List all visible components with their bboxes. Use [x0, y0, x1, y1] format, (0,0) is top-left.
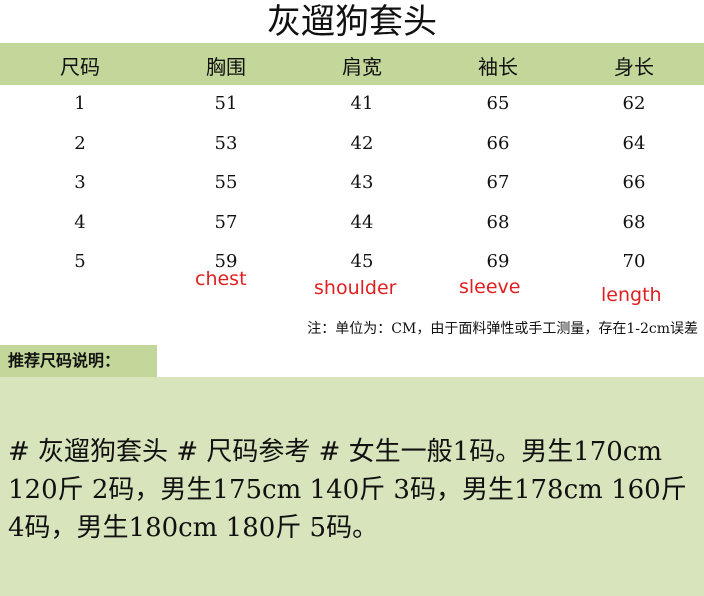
recommend-text: # 灰遛狗套头 # 尺码参考 # 女生一般1码。男生170cm 120斤 2码，… — [8, 437, 687, 543]
label-chest: chest — [195, 268, 247, 290]
table-cell: 1 — [74, 93, 86, 114]
label-length: length — [601, 284, 662, 306]
table-cell: 68 — [486, 211, 510, 233]
table-cell: 53 — [214, 132, 238, 154]
table-header: 尺码 胸围 肩宽 袖长 身长 — [0, 43, 704, 85]
table-cell: 45 — [350, 251, 374, 272]
table-cell: 42 — [350, 132, 374, 154]
unit-note: 注：单位为：CM，由于面料弹性或手工测量，存在1-2cm误差 — [307, 321, 698, 337]
table-cell: 62 — [622, 93, 646, 114]
table-cell: 66 — [486, 132, 510, 154]
table-cell: 2 — [74, 132, 86, 154]
table-cell: 65 — [486, 93, 510, 114]
table-cell: 66 — [622, 172, 646, 193]
label-sleeve: sleeve — [459, 276, 521, 298]
table-cell: 69 — [486, 251, 510, 272]
table-cell: 57 — [214, 211, 238, 233]
header-shoulder: 肩宽 — [342, 55, 382, 79]
recommend-label: 推荐尺码说明： — [0, 345, 157, 377]
recommend-box: # 灰遛狗套头 # 尺码参考 # 女生一般1码。男生170cm 120斤 2码，… — [0, 377, 704, 596]
table-cell: 51 — [214, 93, 238, 114]
table-cell: 44 — [350, 211, 374, 233]
header-sleeve: 袖长 — [478, 55, 518, 79]
table-cell: 64 — [622, 132, 646, 154]
header-size: 尺码 — [60, 55, 100, 79]
header-length: 身长 — [614, 55, 654, 79]
table-cell: 55 — [214, 172, 238, 193]
page-title: 灰遛狗套头 — [267, 2, 437, 42]
table-cell: 5 — [74, 251, 86, 272]
header-chest: 胸围 — [206, 55, 246, 79]
table-cell: 4 — [74, 211, 86, 233]
table-cell: 3 — [74, 172, 86, 193]
table-cell: 43 — [350, 172, 374, 193]
table-cell: 70 — [622, 251, 646, 272]
table-cell: 67 — [486, 172, 510, 193]
table-cell: 59 — [214, 251, 238, 272]
label-shoulder: shoulder — [314, 277, 397, 299]
table-cell: 68 — [622, 211, 646, 233]
table-cell: 41 — [350, 93, 374, 114]
